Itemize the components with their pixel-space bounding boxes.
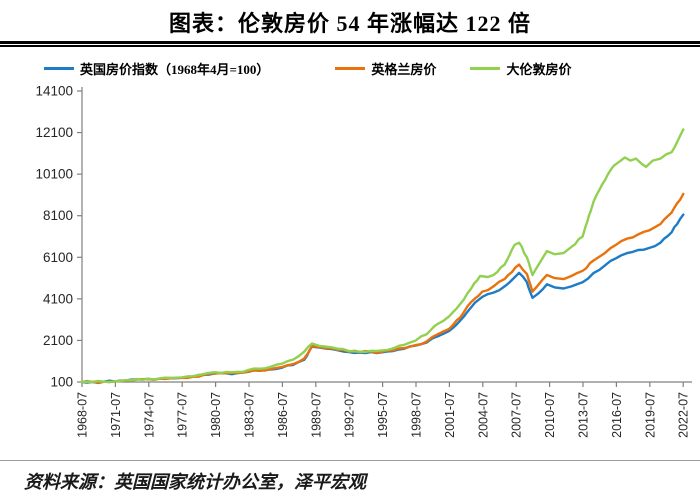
header-divider-thick bbox=[0, 41, 700, 44]
london-line-swatch-icon bbox=[470, 66, 501, 70]
england-line-swatch-icon bbox=[335, 66, 366, 70]
legend-label-uk-index: 英国房价指数（1968年4月=100） bbox=[80, 61, 270, 77]
y-tick-label: 14100 bbox=[35, 84, 73, 99]
x-tick-label: 2022-07 bbox=[677, 392, 691, 438]
y-tick-label: 4100 bbox=[43, 291, 73, 306]
x-tick-label: 2001-07 bbox=[443, 392, 457, 438]
header-divider-thin bbox=[0, 45, 700, 47]
x-tick-label: 1983-07 bbox=[243, 392, 257, 438]
x-tick-label: 2019-07 bbox=[643, 392, 657, 438]
x-tick-label: 2016-07 bbox=[610, 392, 624, 438]
legend-item-uk-index: 英国房价指数（1968年4月=100） bbox=[44, 59, 269, 78]
legend-label-england: 英格兰房价 bbox=[371, 61, 437, 77]
x-tick-label: 2007-07 bbox=[510, 392, 524, 438]
x-tick-label: 1980-07 bbox=[209, 392, 223, 438]
x-tick-label: 2013-07 bbox=[577, 392, 591, 438]
source-note: 资料来源：英国国家统计办公室，泽平宏观 bbox=[24, 472, 366, 492]
x-tick-label: 1974-07 bbox=[142, 392, 156, 438]
x-tick-label: 1968-07 bbox=[76, 392, 90, 438]
x-tick-label: 1992-07 bbox=[343, 392, 357, 438]
legend-item-england: 英格兰房价 bbox=[335, 59, 436, 78]
uk-index-line-swatch-icon bbox=[44, 66, 74, 70]
x-tick-label: 2010-07 bbox=[543, 392, 557, 438]
y-tick-label: 10100 bbox=[35, 167, 73, 182]
x-tick-label: 1989-07 bbox=[309, 392, 323, 438]
legend-label-london: 大伦敦房价 bbox=[506, 61, 572, 77]
y-tick-label: 8100 bbox=[43, 208, 73, 223]
x-axis-tick-labels: 1968-07 1971-07 1974-07 1977-07 1980-07 1983-… bbox=[76, 382, 691, 438]
x-tick-label: 1977-07 bbox=[176, 392, 190, 438]
y-tick-label: 12100 bbox=[35, 125, 73, 140]
y-tick-label: 2100 bbox=[43, 333, 73, 348]
page-title: 图表：伦敦房价 54 年涨幅达 122 倍 bbox=[168, 11, 531, 36]
footer-divider bbox=[0, 460, 700, 461]
x-tick-label: 1998-07 bbox=[410, 392, 424, 438]
y-tick-label: 100 bbox=[50, 375, 73, 390]
x-tick-label: 1971-07 bbox=[109, 392, 123, 438]
x-tick-label: 1995-07 bbox=[376, 392, 390, 438]
series-england-line bbox=[80, 192, 685, 384]
series-london-line bbox=[80, 128, 685, 384]
x-tick-label: 2004-07 bbox=[476, 392, 490, 438]
y-tick-label: 6100 bbox=[43, 250, 73, 265]
series-uk-index-line bbox=[80, 213, 685, 385]
chart-series-lines bbox=[80, 128, 685, 385]
chart-axes bbox=[81, 87, 692, 383]
legend-item-london: 大伦敦房价 bbox=[470, 59, 571, 78]
line-chart: 100 2100 4100 6100 8100 10100 12100 14100 1968-… bbox=[35, 84, 692, 438]
chart-legend: 英国房价指数（1968年4月=100） 英格兰房价 大伦敦房价 bbox=[0, 58, 700, 78]
y-axis-tick-labels: 100 2100 4100 6100 8100 10100 12100 14100 bbox=[35, 84, 82, 390]
x-tick-label: 1986-07 bbox=[276, 392, 290, 438]
